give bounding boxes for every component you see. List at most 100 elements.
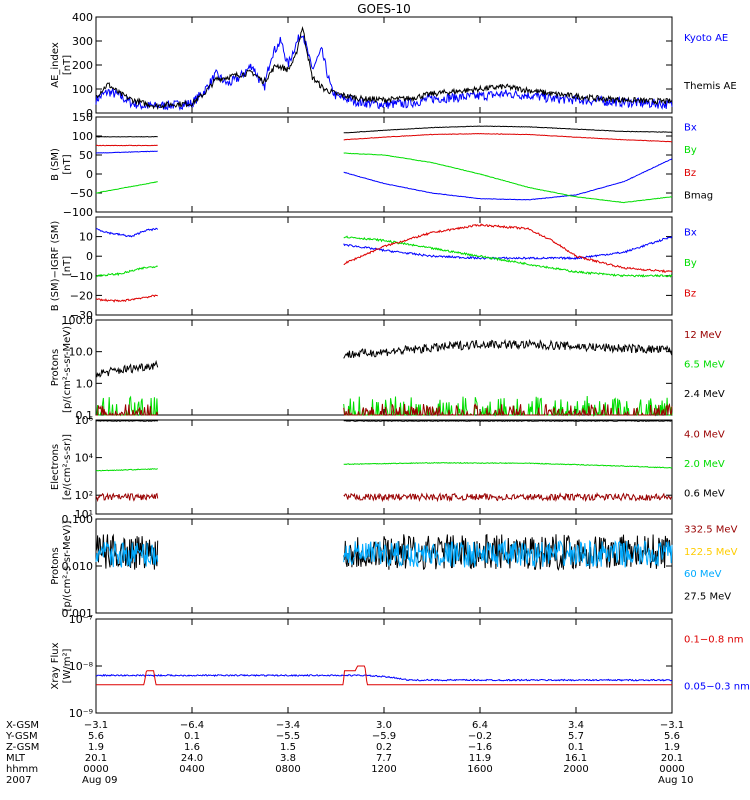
- y-axis-label: AE_index: [50, 42, 61, 88]
- orbit-value: 2000: [563, 764, 588, 775]
- orbit-row-label: X-GSM: [6, 720, 39, 731]
- legend-label: Kyoto AE: [684, 33, 728, 44]
- orbit-value: Aug 09: [82, 775, 117, 786]
- y-tick-label: 200: [72, 59, 93, 72]
- y-axis-label: Electrons: [50, 444, 61, 490]
- y-tick-label: −10: [70, 270, 93, 283]
- orbit-value: 16.1: [565, 753, 587, 764]
- y-axis-unit: [nT]: [62, 55, 73, 75]
- orbit-value: 1.9: [664, 742, 680, 753]
- y-axis-unit: [nT]: [62, 256, 73, 276]
- y-tick-label: 0: [86, 168, 93, 181]
- y-axis-label: B (SM): [50, 148, 61, 181]
- orbit-value: −5.9: [372, 731, 396, 742]
- orbit-value: 20.1: [661, 753, 683, 764]
- legend-label: By: [684, 145, 697, 156]
- series-line-12-MeV: [96, 403, 673, 417]
- series-line-By: [95, 152, 673, 204]
- orbit-value: 1.9: [88, 742, 104, 753]
- orbit-table: X-GSMY-GSMZ-GSMMLThhmm2007−3.15.61.920.1…: [5, 720, 693, 786]
- orbit-row-label: MLT: [6, 753, 26, 764]
- orbit-value: 5.6: [664, 731, 680, 742]
- series-line-Bx: [95, 227, 673, 261]
- series-line-2-0-MeV: [95, 461, 673, 472]
- y-axis-label: Xray Flux: [50, 642, 61, 689]
- orbit-value: 5.7: [568, 731, 584, 742]
- orbit-value: 0000: [83, 764, 108, 775]
- series-line-Bz: [95, 132, 673, 147]
- orbit-value: 6.4: [472, 720, 488, 731]
- y-tick-label: 0: [86, 250, 93, 263]
- y-tick-label: −20: [70, 289, 93, 302]
- y-tick-label: 10⁻⁹: [69, 707, 93, 720]
- series-line-0-6-MeV: [95, 419, 673, 422]
- series-line-0-05-0-3-nm: [95, 673, 673, 682]
- y-tick-label: 1.0: [76, 377, 94, 390]
- y-tick-label: 0.100: [62, 513, 94, 526]
- series-line-Bmag: [95, 125, 673, 138]
- orbit-value: 0800: [275, 764, 300, 775]
- panel-protons_high: 0.001 0.010 0.100 Protons [p/(cm²-s-sr-MeV)]…: [50, 513, 738, 620]
- y-axis-unit: [W/m²]: [62, 648, 73, 683]
- orbit-value: 24.0: [181, 753, 203, 764]
- legend-label: 4.0 MeV: [684, 430, 725, 441]
- y-tick-label: 100.0: [62, 314, 94, 327]
- y-tick-label: 10⁶: [75, 414, 94, 427]
- legend-label: 60 MeV: [684, 569, 722, 580]
- orbit-value: 0400: [179, 764, 204, 775]
- orbit-value: 0.2: [376, 742, 392, 753]
- y-tick-label: −50: [70, 187, 93, 200]
- legend-label: 2.4 MeV: [684, 389, 725, 400]
- y-tick-label: −30: [70, 309, 93, 322]
- legend-label: 0.1−0.8 nm: [684, 635, 743, 646]
- legend-label: 122.5 MeV: [684, 547, 738, 558]
- orbit-value: −6.4: [180, 720, 204, 731]
- figure-title: GOES-10: [357, 2, 411, 16]
- orbit-value: 0.1: [184, 731, 200, 742]
- panel-bdiff: −30 −20 −10 0 10 B (SM)−IGRF (SM) [nT] Bx By Bz: [50, 216, 697, 322]
- y-tick-label: 400: [72, 11, 93, 24]
- series-line-By: [96, 235, 673, 278]
- legend-label: 27.5 MeV: [684, 592, 731, 603]
- orbit-value: 0000: [659, 764, 684, 775]
- legend-label: Bz: [684, 168, 696, 179]
- y-axis-label: Protons: [50, 349, 61, 386]
- series-line-60-MeV: [95, 539, 673, 568]
- y-tick-label: 0.1: [76, 409, 94, 422]
- orbit-row-label: Z-GSM: [6, 742, 39, 753]
- legend-label: Bz: [684, 289, 696, 300]
- orbit-value: 1.5: [280, 742, 296, 753]
- orbit-value: −3.4: [276, 720, 300, 731]
- orbit-value: 0.1: [568, 742, 584, 753]
- orbit-value: 3.4: [568, 720, 584, 731]
- legend-label: By: [684, 258, 697, 269]
- y-axis-unit: [e/(cm²-s-sr)]: [62, 434, 73, 500]
- orbit-value: 7.7: [376, 753, 392, 764]
- y-tick-label: 10⁻⁷: [69, 613, 93, 626]
- y-tick-label: 100: [72, 130, 93, 143]
- legend-label: Themis AE: [683, 81, 737, 92]
- orbit-row-label: Y-GSM: [5, 731, 38, 742]
- y-tick-label: 50: [79, 149, 93, 162]
- orbit-value: −3.1: [84, 720, 108, 731]
- orbit-row-label: hhmm: [6, 764, 38, 775]
- orbit-value: 1.6: [184, 742, 200, 753]
- legend-label: 12 MeV: [684, 330, 722, 341]
- series-line-Bx: [95, 150, 673, 201]
- y-axis-label: B (SM)−IGRF (SM): [50, 221, 61, 312]
- y-tick-label: 150: [72, 111, 93, 124]
- legend-label: 2.0 MeV: [684, 459, 725, 470]
- series-line-4-0-MeV: [95, 492, 673, 503]
- legend-label: 0.6 MeV: [684, 488, 725, 499]
- panel-electrons: 10¹ 10² 10⁴ 10⁶ Electrons [e/(cm²-s-sr)] 4.0 M…: [50, 414, 725, 521]
- orbit-value: 1600: [467, 764, 492, 775]
- orbit-value: 20.1: [85, 753, 107, 764]
- legend-label: 0.05−0.3 nm: [684, 682, 750, 693]
- panel-bsm: −100 −50 0 50 100 150 B (SM) [nT] Bx By Bz Bmag: [50, 111, 713, 219]
- orbit-value: 5.6: [88, 731, 104, 742]
- series-line-Themis-AE: [95, 25, 673, 111]
- panel-protons_low: 0.1 1.0 10.0 100.0 Protons [p/(cm²-s-sr-MeV)]…: [50, 314, 725, 422]
- series-line-0-1-0-8-nm: [96, 665, 672, 686]
